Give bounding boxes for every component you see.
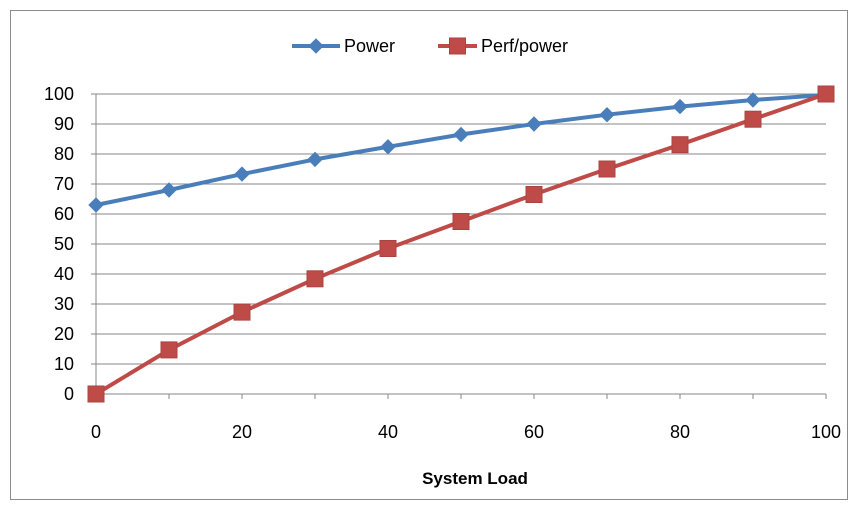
power-point: [599, 106, 615, 123]
legend: Power Perf/power: [292, 36, 568, 56]
y-tick-label: 80: [54, 144, 74, 164]
y-tick-label: 50: [54, 234, 74, 254]
legend-marker: [308, 38, 324, 54]
power-point: [234, 166, 250, 182]
perf-power-point: [452, 213, 470, 230]
power-point: [453, 126, 469, 143]
x-tick-label: 100: [811, 422, 841, 442]
power-point: [526, 116, 542, 132]
series-layer: [87, 85, 835, 403]
perf-power-point: [525, 186, 543, 203]
power-line: [94, 92, 828, 207]
y-tick-label: 90: [54, 114, 74, 134]
legend-label: Power: [344, 36, 395, 56]
y-tick-label: 20: [54, 324, 74, 344]
power-point: [88, 197, 104, 213]
perf-power-point: [306, 270, 324, 288]
x-tick-label: 40: [378, 422, 398, 442]
power-point: [307, 151, 323, 168]
legend-item-power: Power: [292, 36, 395, 56]
perf-power-point: [817, 85, 835, 103]
y-tick-label: 10: [54, 354, 74, 374]
y-tick-label: 100: [44, 84, 74, 104]
perf-power-point: [671, 136, 689, 154]
power-point: [745, 92, 761, 108]
y-tick-label: 70: [54, 174, 74, 194]
series-perf-power: [87, 85, 835, 403]
y-tick-label: 60: [54, 204, 74, 224]
perf-power-point: [379, 240, 397, 257]
x-axis-ticks: 0 20 40 60 80 100: [91, 394, 841, 442]
legend-marker: [449, 37, 466, 55]
power-point: [672, 98, 688, 115]
x-tick-label: 20: [232, 422, 252, 442]
x-tick-label: 60: [524, 422, 544, 442]
y-axis-ticks: 0 10 20 30 40 50 60 70 80 90 100: [44, 84, 96, 404]
legend-item-perf-power: Perf/power: [438, 36, 568, 56]
perf-power-point: [598, 160, 616, 178]
x-axis-title: System Load: [422, 469, 528, 488]
x-tick-label: 80: [670, 422, 690, 442]
y-tick-label: 40: [54, 264, 74, 284]
power-point: [161, 182, 177, 198]
power-point: [380, 139, 396, 155]
chart-area: [10, 10, 848, 500]
perf-power-point: [87, 385, 105, 403]
perf-power-point: [744, 110, 762, 128]
perf-power-point: [233, 303, 251, 321]
y-tick-label: 30: [54, 294, 74, 314]
series-power: [88, 87, 834, 213]
x-tick-label: 0: [91, 422, 101, 442]
y-tick-label: 0: [64, 384, 74, 404]
legend-label: Perf/power: [481, 36, 568, 56]
perf-power-point: [160, 341, 178, 359]
